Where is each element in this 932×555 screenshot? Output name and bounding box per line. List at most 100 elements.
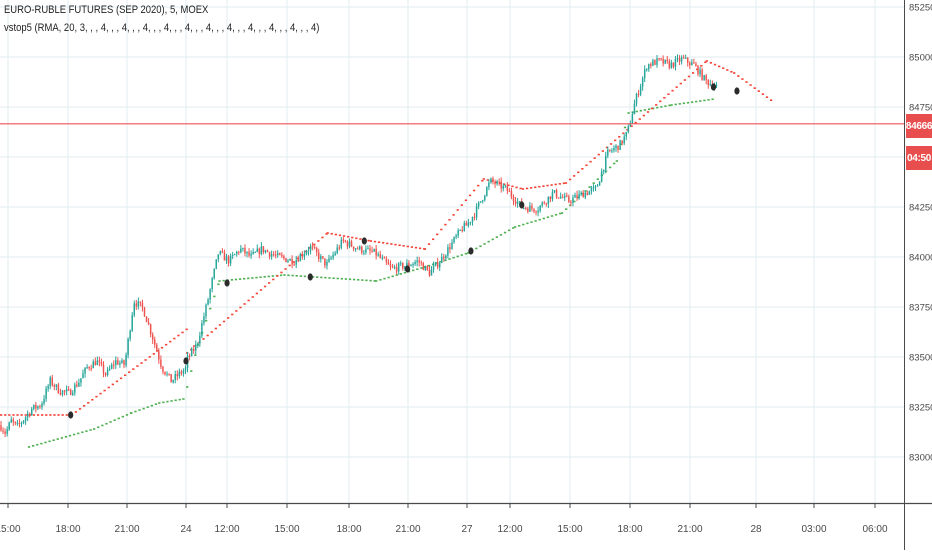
candle-body	[318, 252, 320, 260]
stop-support-dash	[682, 102, 686, 105]
candle-body	[559, 196, 562, 199]
candle-body	[287, 260, 289, 263]
candle-body	[28, 413, 31, 416]
stop-resistance-dash	[737, 75, 740, 77]
candle-body	[209, 289, 211, 300]
study-legend[interactable]: vstop5 (RMA, 20, 3, , , 4, , , 4, , , 4,…	[4, 22, 320, 34]
candle-body	[615, 145, 617, 149]
stop-resistance-dash	[622, 132, 625, 135]
stop-resistance-dash	[472, 189, 476, 192]
stop-resistance-dash	[369, 240, 373, 242]
candle-body	[416, 260, 418, 263]
stop-support-dash	[416, 268, 419, 270]
stop-support-dash	[222, 279, 225, 282]
stop-support-dash	[44, 441, 47, 444]
candle-body	[430, 269, 433, 276]
stop-support-dash	[707, 99, 710, 101]
candle-body	[72, 392, 74, 395]
candle-body	[553, 190, 556, 193]
candle-body	[14, 421, 17, 424]
candle-body	[188, 355, 191, 357]
candle-body	[53, 385, 56, 387]
stop-support-dash	[522, 223, 525, 226]
candle-body	[10, 419, 12, 423]
stop-support-dash	[182, 398, 185, 400]
stop-support-dash	[686, 101, 690, 104]
stop-resistance-dash	[499, 182, 502, 184]
stop-support-dash	[456, 255, 459, 258]
stop-resistance-dash	[119, 377, 123, 380]
candlestick-series	[0, 54, 718, 437]
candle-body	[113, 364, 115, 366]
candle-body	[689, 62, 691, 66]
time-tick-label: 06:00	[862, 524, 887, 535]
candle-body	[432, 265, 435, 270]
candle-body	[379, 254, 381, 258]
stop-support-dash	[259, 276, 262, 279]
candle-body	[16, 422, 19, 424]
candle-body	[149, 324, 152, 335]
candle-body	[363, 252, 365, 254]
stop-support-dash	[387, 276, 390, 279]
stop-resistance-dash	[519, 187, 522, 190]
candle-body	[697, 65, 699, 75]
candle-body	[623, 136, 625, 144]
candle-body	[221, 251, 224, 253]
candle-body	[123, 360, 125, 366]
stop-support-dash	[68, 434, 72, 437]
stop-support-dash	[573, 200, 576, 203]
candle-body	[475, 206, 478, 218]
candle-body	[217, 254, 220, 260]
stop-support-dash	[508, 229, 511, 232]
candle-body	[145, 316, 148, 323]
time-tick-label: 21:00	[114, 524, 139, 535]
symbol-title[interactable]: EURO-RUBLE FUTURES (SEP 2020), 5, MOEX	[4, 4, 209, 16]
candle-body	[307, 250, 310, 252]
candle-body	[422, 263, 425, 271]
candle-body	[367, 248, 369, 250]
stop-support-dash	[452, 256, 455, 259]
stop-resistance-dash	[227, 317, 230, 319]
time-tick-label: 18:00	[336, 524, 361, 535]
candle-body	[402, 263, 404, 269]
price-tick-label: 83000	[909, 453, 932, 464]
candle-body	[492, 178, 494, 182]
candle-body	[406, 262, 408, 267]
stop-resistance-dash	[679, 82, 682, 85]
candle-body	[369, 248, 371, 251]
stop-support-dash	[243, 277, 246, 280]
candle-body	[625, 131, 627, 137]
candle-body	[684, 57, 687, 59]
stop-resistance-dash	[144, 359, 147, 361]
stop-resistance-dash	[745, 81, 748, 83]
candle-body	[361, 246, 363, 253]
candle-body	[473, 217, 476, 219]
candle-body	[2, 430, 4, 432]
stop-support-dash	[48, 440, 51, 443]
stop-resistance-dash	[276, 275, 279, 277]
stop-resistance-dash	[436, 233, 439, 236]
candle-body	[332, 254, 334, 258]
candle-body	[412, 264, 414, 266]
stop-resistance-dash	[593, 157, 596, 159]
stop-support-dash	[588, 186, 591, 188]
stop-resistance-dash	[464, 199, 468, 202]
candle-body	[404, 266, 406, 269]
stop-resistance-dash	[452, 214, 455, 216]
stop-resistance-dash	[49, 414, 52, 416]
stop-support-dash	[324, 276, 327, 279]
candle-body	[594, 186, 597, 188]
stop-resistance-dash	[456, 209, 459, 211]
candle-body	[55, 384, 58, 387]
stop-resistance-dash	[468, 194, 472, 197]
time-tick-label: 18:00	[617, 524, 642, 535]
stop-support-dash	[186, 386, 189, 388]
candle-body	[443, 256, 445, 259]
candle-body	[289, 258, 291, 261]
stop-support-dash	[340, 277, 343, 280]
stop-resistance-dash	[546, 184, 549, 187]
stop-support-dash	[117, 417, 120, 420]
signal-marker	[183, 357, 189, 365]
